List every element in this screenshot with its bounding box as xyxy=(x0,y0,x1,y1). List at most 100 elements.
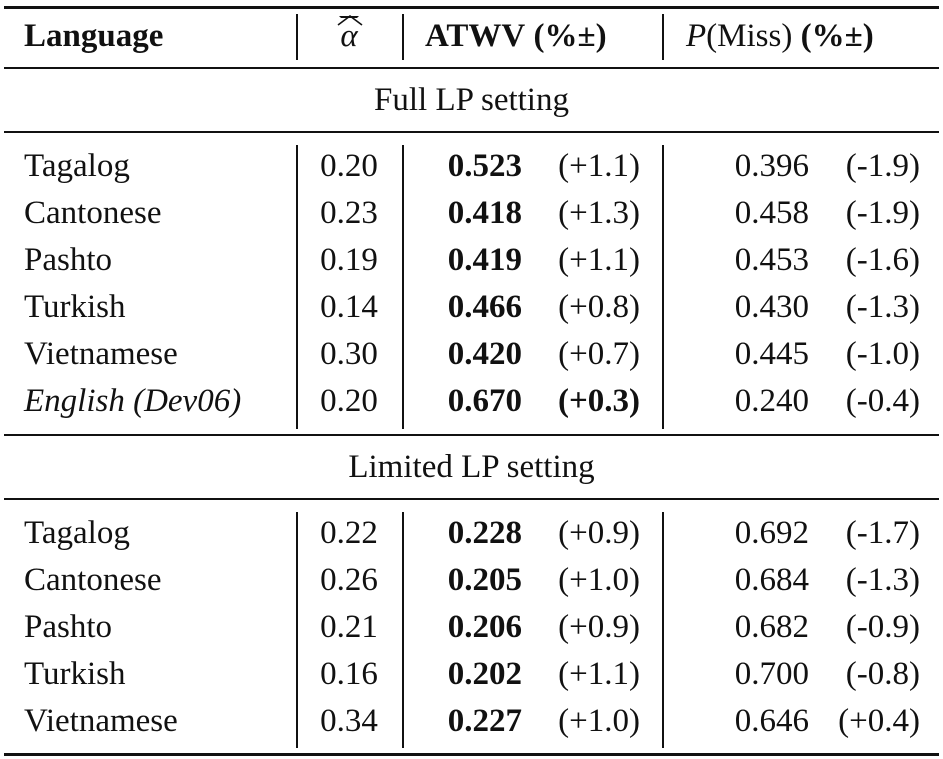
cell-pmiss-delta: (-1.9) xyxy=(845,148,920,184)
cell-language: Vietnamese xyxy=(24,336,178,372)
col-separator-3 xyxy=(662,512,664,748)
cell-atwv: 0.228 xyxy=(447,515,522,551)
cell-language: Tagalog xyxy=(24,148,130,184)
cell-atwv-delta: (+0.9) xyxy=(558,609,640,645)
alpha-symbol: α xyxy=(340,18,358,54)
cell-atwv: 0.206 xyxy=(447,609,522,645)
cell-pmiss: 0.453 xyxy=(734,242,809,278)
cell-pmiss-delta: (-1.6) xyxy=(845,242,920,278)
table-row: Cantonese 0.26 0.205 (+1.0) 0.684 (-1.3) xyxy=(0,557,943,604)
cell-atwv: 0.670 xyxy=(447,383,522,419)
cell-atwv-delta: (+0.9) xyxy=(558,515,640,551)
cell-atwv: 0.419 xyxy=(447,242,522,278)
table-row: Tagalog 0.22 0.228 (+0.9) 0.692 (-1.7) xyxy=(0,510,943,557)
cell-pmiss: 0.458 xyxy=(734,195,809,231)
header-pmiss-p: P xyxy=(686,18,707,54)
col-separator-1 xyxy=(296,145,298,429)
table-row: Cantonese 0.23 0.418 (+1.3) 0.458 (-1.9) xyxy=(0,190,943,237)
cell-pmiss: 0.682 xyxy=(734,609,809,645)
section-divider-rule xyxy=(4,434,939,436)
cell-language: Tagalog xyxy=(24,515,130,551)
header-pmiss-unit: (%±) xyxy=(800,18,874,54)
col-separator-3 xyxy=(662,145,664,429)
cell-language: Pashto xyxy=(24,242,113,278)
cell-atwv: 0.523 xyxy=(447,148,522,184)
cell-pmiss: 0.684 xyxy=(734,562,809,598)
cell-alpha: 0.20 xyxy=(320,148,378,184)
cell-atwv: 0.420 xyxy=(447,336,522,372)
cell-pmiss-delta: (-0.9) xyxy=(845,609,920,645)
alpha-hat: α xyxy=(337,10,363,62)
cell-alpha: 0.20 xyxy=(320,383,378,419)
table-header: Language α ATWV (%±) P(Miss) (%±) xyxy=(0,10,943,62)
cell-pmiss: 0.445 xyxy=(734,336,809,372)
cell-alpha: 0.22 xyxy=(320,515,378,551)
cell-atwv: 0.418 xyxy=(447,195,522,231)
cell-pmiss: 0.700 xyxy=(734,656,809,692)
cell-pmiss: 0.692 xyxy=(734,515,809,551)
full-lp-rule xyxy=(4,131,939,133)
cell-language: Cantonese xyxy=(24,562,162,598)
table-row: Tagalog 0.20 0.523 (+1.1) 0.396 (-1.9) xyxy=(0,143,943,190)
cell-alpha: 0.19 xyxy=(320,242,378,278)
cell-alpha: 0.26 xyxy=(320,562,378,598)
table-row: Vietnamese 0.30 0.420 (+0.7) 0.445 (-1.0… xyxy=(0,331,943,378)
cell-language: English (Dev06) xyxy=(24,383,242,419)
table-row: Vietnamese 0.34 0.227 (+1.0) 0.646 (+0.4… xyxy=(0,698,943,745)
top-rule xyxy=(4,6,939,9)
cell-language: Pashto xyxy=(24,609,113,645)
cell-alpha: 0.14 xyxy=(320,289,378,325)
cell-alpha: 0.21 xyxy=(320,609,378,645)
cell-atwv-delta: (+1.1) xyxy=(558,148,640,184)
cell-pmiss-delta: (+0.4) xyxy=(838,703,920,739)
table-row: English (Dev06) 0.20 0.670 (+0.3) 0.240 … xyxy=(0,378,943,425)
header-atwv: ATWV (%±) xyxy=(425,10,607,62)
hat-accent-icon xyxy=(337,15,363,26)
col-separator-3 xyxy=(662,14,664,60)
col-separator-1 xyxy=(296,512,298,748)
cell-atwv: 0.227 xyxy=(447,703,522,739)
table-row: Pashto 0.21 0.206 (+0.9) 0.682 (-0.9) xyxy=(0,604,943,651)
cell-atwv-delta: (+0.8) xyxy=(558,289,640,325)
cell-atwv-delta: (+1.3) xyxy=(558,195,640,231)
cell-atwv: 0.466 xyxy=(447,289,522,325)
cell-atwv-delta: (+0.3) xyxy=(557,383,640,419)
bottom-rule xyxy=(4,753,939,756)
header-pmiss: P(Miss) (%±) xyxy=(686,10,874,62)
header-pmiss-label: (Miss) xyxy=(706,18,793,54)
cell-language: Turkish xyxy=(24,656,126,692)
section-title-limited-lp: Limited LP setting xyxy=(348,449,595,485)
limited-lp-rule xyxy=(4,498,939,500)
header-language: Language xyxy=(24,18,164,54)
cell-pmiss: 0.396 xyxy=(734,148,809,184)
cell-pmiss-delta: (-1.3) xyxy=(845,289,920,325)
header-atwv-unit: (%±) xyxy=(533,18,607,54)
cell-pmiss-delta: (-1.0) xyxy=(845,336,920,372)
cell-language: Cantonese xyxy=(24,195,162,231)
table-row: Pashto 0.19 0.419 (+1.1) 0.453 (-1.6) xyxy=(0,237,943,284)
cell-atwv-delta: (+1.0) xyxy=(558,562,640,598)
cell-pmiss-delta: (-1.7) xyxy=(845,515,920,551)
cell-alpha: 0.34 xyxy=(320,703,378,739)
header-rule xyxy=(4,67,939,69)
header-atwv-label: ATWV xyxy=(425,18,526,54)
cell-alpha: 0.16 xyxy=(320,656,378,692)
cell-pmiss: 0.430 xyxy=(734,289,809,325)
cell-pmiss-delta: (-0.4) xyxy=(845,383,920,419)
col-separator-2 xyxy=(402,14,404,60)
cell-pmiss: 0.240 xyxy=(734,383,809,419)
col-separator-2 xyxy=(402,512,404,748)
cell-alpha: 0.23 xyxy=(320,195,378,231)
section-title-full-lp: Full LP setting xyxy=(374,82,569,118)
col-separator-1 xyxy=(296,14,298,60)
table-row: Turkish 0.16 0.202 (+1.1) 0.700 (-0.8) xyxy=(0,651,943,698)
cell-pmiss-delta: (-1.3) xyxy=(845,562,920,598)
cell-language: Turkish xyxy=(24,289,126,325)
cell-pmiss-delta: (-1.9) xyxy=(845,195,920,231)
cell-atwv-delta: (+1.1) xyxy=(558,656,640,692)
cell-language: Vietnamese xyxy=(24,703,178,739)
col-separator-2 xyxy=(402,145,404,429)
cell-atwv-delta: (+1.1) xyxy=(558,242,640,278)
cell-pmiss-delta: (-0.8) xyxy=(845,656,920,692)
cell-atwv-delta: (+1.0) xyxy=(558,703,640,739)
